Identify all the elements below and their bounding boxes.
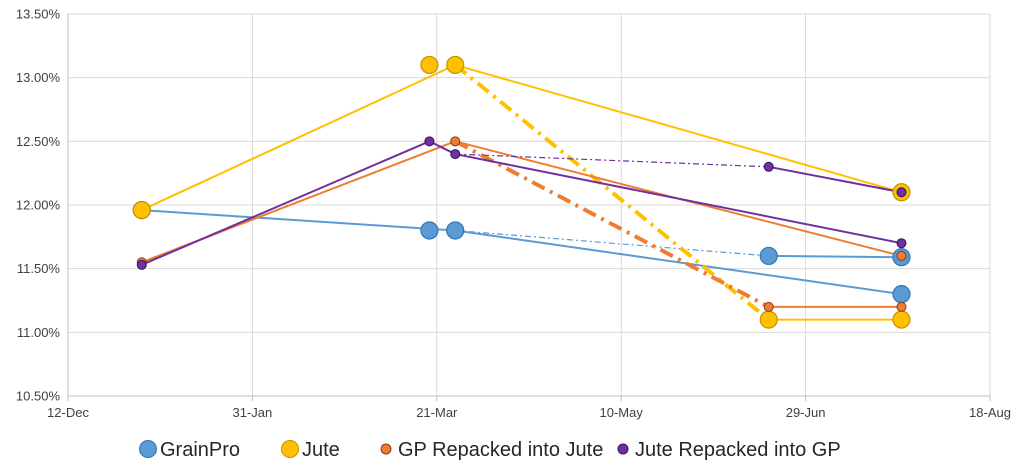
x-tick-label: 10-May bbox=[600, 405, 644, 420]
jute-repacked-into-gp-point bbox=[896, 187, 907, 198]
gp-repacked-into-jute-point bbox=[896, 301, 907, 312]
jute-repacked-into-gp-dashed-segment bbox=[455, 153, 769, 168]
grainpro-point bbox=[420, 221, 439, 240]
jute-line-segment bbox=[141, 64, 456, 212]
legend-marker bbox=[139, 440, 157, 458]
grainpro-point bbox=[759, 246, 778, 266]
x-tick-label: 29-Jun bbox=[786, 405, 826, 420]
legend: GrainPro Jute GP Repacked into Jute Jute Re… bbox=[139, 439, 841, 461]
grainpro-line-segment bbox=[768, 254, 902, 259]
jute-repacked-into-gp-point bbox=[450, 149, 461, 160]
y-tick-label: 13.50% bbox=[16, 7, 61, 22]
x-tick-labels: 12-Dec 31-Jan 21-Mar 10-May 29-Jun 18-Aug bbox=[47, 405, 1011, 420]
jute-point bbox=[420, 55, 439, 75]
grainpro-line-segment bbox=[141, 209, 456, 232]
legend-label: Jute Repacked into GP bbox=[635, 439, 841, 461]
gridlines bbox=[68, 13, 991, 396]
jute-markers bbox=[132, 55, 911, 329]
legend-label: Jute bbox=[302, 439, 340, 461]
grainpro-point bbox=[446, 221, 465, 240]
legend-item-jute-repacked-into-gp: Jute Repacked into GP bbox=[617, 439, 841, 461]
gp-repacked-into-jute-point bbox=[763, 301, 774, 312]
legend-label: GrainPro bbox=[160, 439, 240, 461]
legend-marker bbox=[281, 440, 299, 458]
series-lines bbox=[141, 63, 902, 322]
grainpro-series bbox=[141, 209, 902, 296]
x-tick-label: 21-Mar bbox=[416, 405, 458, 420]
jute-repacked-into-gp-line-segment bbox=[141, 140, 430, 266]
y-tick-label: 11.00% bbox=[17, 325, 61, 340]
axes bbox=[67, 14, 991, 401]
y-tick-label: 13.00% bbox=[16, 70, 61, 85]
legend-item-grainpro: GrainPro bbox=[139, 439, 240, 461]
y-tick-label: 11.50% bbox=[17, 261, 61, 276]
jute-series bbox=[141, 63, 902, 322]
legend-label: GP Repacked into Jute bbox=[398, 439, 603, 461]
jute-point bbox=[892, 310, 911, 329]
gp-repacked-into-jute-dashed-segment bbox=[454, 139, 770, 309]
jute-repacked-into-gp-point bbox=[424, 136, 435, 147]
grainpro-point bbox=[892, 285, 911, 304]
jute-point bbox=[759, 310, 778, 329]
jute-point bbox=[446, 55, 465, 75]
jute-repacked-into-gp-markers bbox=[136, 136, 907, 270]
jute-repacked-into-gp-line-segment bbox=[768, 165, 902, 194]
y-tick-labels: 10.50% 11.00% 11.50% 12.00% 12.50% 13.00% 13.5… bbox=[16, 7, 61, 404]
y-tick-label: 10.50% bbox=[16, 389, 61, 404]
jute-repacked-into-gp-line-segment bbox=[455, 153, 902, 245]
legend-item-gp-repacked-into-jute: GP Repacked into Jute bbox=[380, 439, 603, 461]
jute-dashed-segment bbox=[453, 63, 770, 322]
gp-repacked-into-jute-point bbox=[450, 136, 461, 147]
gp-repacked-into-jute-series bbox=[141, 139, 902, 309]
x-tick-label: 18-Aug bbox=[969, 405, 1011, 420]
jute-repacked-into-gp-point bbox=[896, 238, 907, 249]
series-markers bbox=[132, 55, 911, 329]
gp-repacked-into-jute-point bbox=[896, 250, 907, 261]
jute-repacked-into-gp-point bbox=[763, 161, 774, 172]
x-tick-label: 12-Dec bbox=[47, 405, 89, 420]
grainpro-dashed-segment bbox=[455, 229, 769, 257]
jute-repacked-into-gp-point bbox=[136, 259, 147, 270]
legend-marker bbox=[617, 443, 629, 455]
y-tick-label: 12.50% bbox=[16, 134, 61, 149]
x-tick-label: 31-Jan bbox=[233, 405, 273, 420]
grainpro-line-segment bbox=[455, 229, 902, 296]
legend-item-jute: Jute bbox=[281, 439, 340, 461]
y-tick-label: 12.00% bbox=[16, 198, 61, 213]
legend-marker bbox=[380, 443, 392, 455]
jute-point bbox=[132, 200, 151, 220]
jute-line-segment bbox=[454, 63, 902, 194]
